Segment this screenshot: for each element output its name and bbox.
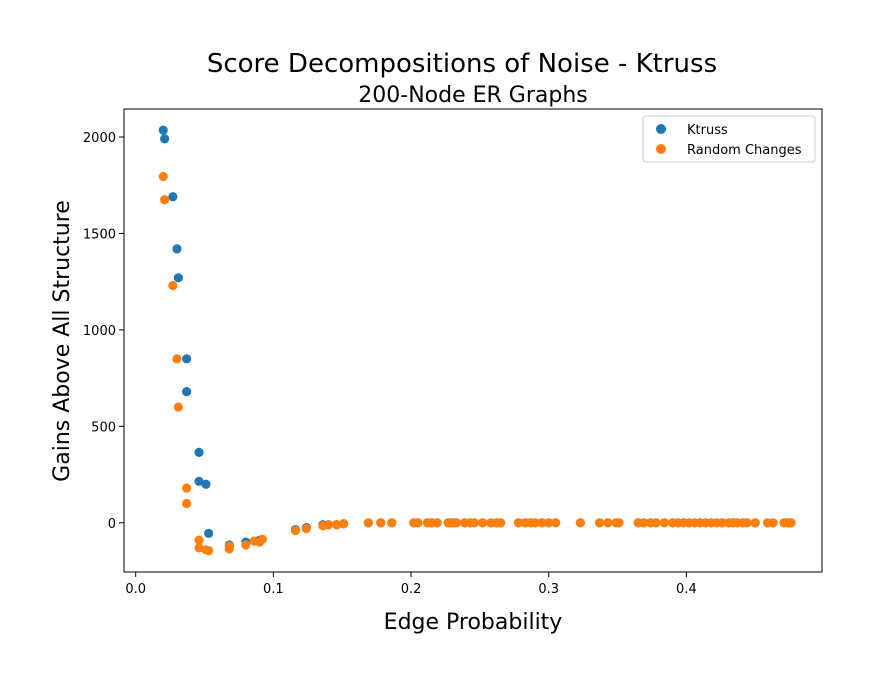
- point-random-changes: [204, 546, 214, 556]
- point-random-changes: [257, 534, 267, 544]
- point-ktruss: [182, 354, 192, 364]
- x-tick-label: 0.4: [676, 582, 697, 597]
- y-axis-label: Gains Above All Structure: [50, 200, 75, 482]
- point-ktruss: [158, 125, 168, 135]
- x-tick-label: 0.0: [125, 582, 146, 597]
- point-random-changes: [182, 498, 192, 509]
- x-axis-label: Edge Probability: [384, 610, 563, 635]
- point-ktruss: [194, 476, 204, 486]
- point-random-changes: [332, 520, 342, 530]
- point-random-changes: [651, 518, 661, 528]
- point-random-changes: [168, 280, 178, 291]
- y-axis: 0 500 1000 1500 2000: [83, 131, 124, 532]
- point-random-changes: [595, 518, 605, 528]
- legend: Ktruss Random Changes: [642, 115, 816, 163]
- point-random-changes: [537, 518, 547, 528]
- point-random-changes: [717, 518, 727, 528]
- point-random-changes: [224, 544, 234, 554]
- point-random-changes: [768, 518, 778, 528]
- legend-marker-random-changes: [656, 144, 666, 154]
- point-random-changes: [469, 518, 479, 528]
- point-random-changes: [173, 402, 183, 412]
- point-random-changes: [575, 518, 585, 528]
- y-tick-label: 2000: [83, 131, 116, 146]
- point-random-changes: [639, 518, 649, 528]
- plot-area: 0.0 0.1 0.2 0.3 0.4 0 500 1000 1500 2000: [83, 108, 823, 597]
- point-random-changes: [451, 518, 462, 528]
- point-random-changes: [241, 540, 251, 550]
- point-ktruss: [204, 528, 214, 539]
- point-random-changes: [495, 518, 506, 528]
- point-random-changes: [478, 518, 488, 528]
- point-ktruss: [201, 479, 211, 489]
- point-random-changes: [323, 520, 334, 530]
- x-axis: 0.0 0.1 0.2 0.3 0.4: [125, 572, 697, 597]
- point-random-changes: [194, 535, 204, 545]
- point-random-changes: [290, 525, 301, 536]
- point-random-changes: [376, 518, 386, 528]
- y-tick-label: 0: [108, 517, 116, 532]
- point-ktruss: [160, 134, 170, 144]
- point-random-changes: [614, 518, 624, 528]
- point-random-changes: [338, 519, 349, 529]
- y-tick-label: 500: [91, 420, 116, 435]
- point-random-changes: [530, 518, 540, 528]
- point-random-changes: [363, 518, 373, 528]
- point-random-changes: [742, 518, 752, 528]
- point-ktruss: [168, 192, 178, 202]
- point-random-changes: [160, 195, 170, 205]
- point-random-changes: [182, 483, 192, 493]
- point-random-changes: [750, 518, 760, 528]
- point-random-changes: [158, 171, 168, 182]
- point-random-changes: [301, 523, 312, 534]
- point-ktruss: [194, 447, 204, 457]
- point-random-changes: [413, 518, 423, 528]
- point-random-changes: [786, 518, 796, 528]
- legend-label-random-changes: Random Changes: [687, 143, 802, 158]
- point-random-changes: [551, 518, 561, 528]
- point-random-changes: [172, 354, 182, 364]
- point-random-changes: [659, 518, 669, 528]
- x-tick-label: 0.1: [263, 582, 284, 597]
- point-random-changes: [544, 518, 554, 528]
- point-ktruss: [173, 273, 183, 283]
- legend-box: [642, 115, 816, 163]
- point-ktruss: [182, 387, 192, 397]
- x-tick-label: 0.2: [401, 582, 422, 597]
- point-ktruss: [172, 244, 182, 254]
- chart-title: Score Decompositions of Noise - Ktruss: [207, 49, 717, 79]
- legend-marker-ktruss: [656, 124, 666, 134]
- point-random-changes: [432, 518, 442, 528]
- plot-frame: [123, 108, 823, 573]
- y-tick-label: 1000: [83, 324, 116, 339]
- y-tick-label: 1500: [83, 227, 116, 242]
- x-tick-label: 0.3: [538, 582, 559, 597]
- legend-label-ktruss: Ktruss: [687, 123, 728, 138]
- point-random-changes: [387, 518, 397, 528]
- point-random-changes: [603, 518, 613, 528]
- data-points: [158, 125, 796, 556]
- point-random-changes: [513, 518, 524, 528]
- chart-subtitle: 200-Node ER Graphs: [358, 83, 587, 108]
